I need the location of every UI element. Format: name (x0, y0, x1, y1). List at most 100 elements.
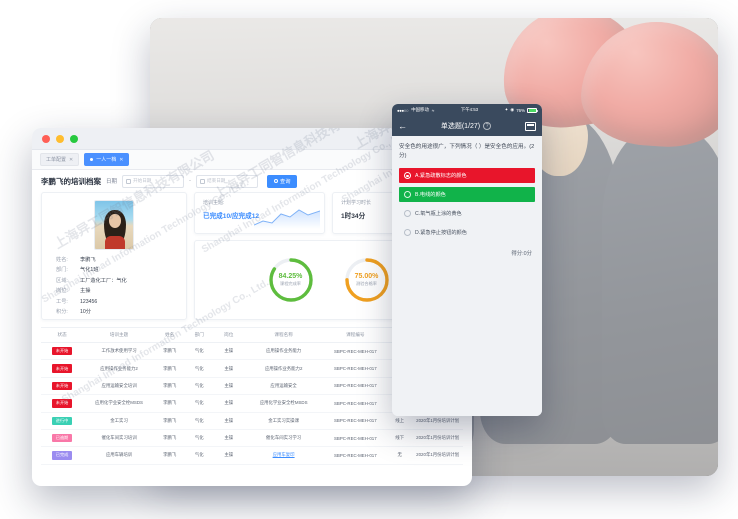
option-label: B.电线的颜色 (415, 192, 446, 199)
post-cell: 主操 (213, 359, 244, 378)
field-label: 区域: (56, 277, 68, 284)
post-cell: 主操 (213, 377, 244, 396)
page-title: 李鹏飞的培训档案 (41, 176, 101, 186)
post-cell: 主操 (213, 429, 244, 448)
option-d[interactable]: D.紧急停止按钮的颜色 (399, 225, 535, 240)
course-cell: 应用操作业务能力2 (243, 359, 324, 378)
course-code-cell: SBPC-REC-MEH-017 (323, 429, 387, 448)
sparkline-chart (254, 209, 320, 229)
table-row[interactable]: 已逾期 催化车间实习培训 李鹏飞 气化 主操 催化车间实习学习 SBPC-REC-MEH-0… (41, 429, 463, 448)
profile-field-name: 姓名: 李鹏飞 (56, 256, 186, 263)
profile-field-dept: 部门: 气化1班 (56, 266, 186, 273)
donut-label-group: 75.00% 测验合格率 (342, 255, 392, 305)
battery-icon (527, 107, 538, 113)
profile-info-list: 姓名: 李鹏飞 部门: 气化1班 区域: 工厂造化工厂：气化 岗位: (42, 250, 186, 318)
status-badge: 进行中 (51, 416, 73, 425)
topic-cell: 应用运输安全培训 (83, 377, 155, 396)
course-code-cell: SBPC-REC-MEH-017 (323, 359, 387, 378)
table-column-header: 岗位 (213, 328, 244, 343)
course-link[interactable]: 应用车复印 (272, 452, 295, 458)
avatar (94, 200, 134, 250)
name-cell: 李鹏飞 (154, 377, 185, 396)
topic-cell: 应用化学业安全栓MSDS (83, 394, 155, 413)
field-value: 工厂造化工厂：气化 (80, 277, 127, 284)
minimize-window-button[interactable] (56, 134, 64, 143)
tab-yiren-yidang[interactable]: 一人一档 ✕ (84, 153, 130, 166)
status-time: 下午4:53 (460, 107, 479, 112)
tab-close-icon[interactable]: ✕ (69, 156, 74, 163)
course-cell: 应用操作业务能力 (243, 342, 324, 361)
course-cell: 催化车间实习学习 (243, 429, 324, 448)
donut-ring (268, 258, 313, 302)
table-column-header: 课程编号 (323, 328, 387, 343)
field-value: 123456 (80, 298, 98, 305)
start-date-input[interactable]: 开始日期 (122, 174, 185, 188)
topic-cell: 工作放术使用学习 (83, 342, 155, 361)
table-column-header: 姓名 (154, 328, 185, 343)
tab-status-dot-icon (90, 158, 94, 161)
field-label: 部门: (56, 267, 68, 274)
mode-cell: 无 (386, 446, 413, 465)
table-row[interactable]: 已完成 应用车辆培训 李鹏飞 气化 主操 应用车复印 SBPC-REC-MEH-017 无 20… (41, 446, 463, 465)
course-code-cell: SBPC-REC-MEH-017 (323, 446, 387, 465)
back-icon[interactable]: ← (398, 120, 407, 131)
option-label: D.紧急停止按钮的颜色 (415, 230, 467, 237)
mobile-phone-window: ●●●○○ 中国移动 ≈ 下午4:53 ✦ ◉ 76% ← 单选题(1/27) … (392, 104, 542, 416)
card-value: 已完成10/应完成12 (203, 213, 260, 220)
radio-icon (404, 229, 411, 237)
phone-nav-bar: ← 单选题(1/27) ? (392, 116, 542, 136)
radio-icon (404, 191, 411, 199)
name-cell: 李鹏飞 (154, 412, 185, 430)
status-cell: 未开始 (41, 359, 84, 378)
battery-percent: 76% (516, 107, 525, 113)
table-row[interactable]: 进行中 金工实习 李鹏飞 气化 主操 金工实习实操课 SBPC-REC-MEH-017 线上 2… (41, 412, 463, 430)
status-badge: 已逾期 (51, 433, 73, 443)
status-cell: 已逾期 (41, 429, 84, 448)
name-cell: 李鹏飞 (154, 342, 185, 361)
tab-strip: 工单配置 ✕ 一人一档 ✕ (32, 150, 472, 170)
option-label: C.氧气瓶上涂的黄色 (415, 211, 462, 218)
post-cell: 主操 (213, 446, 244, 465)
option-a[interactable]: A.紧急疏散标志的颜色 (399, 168, 535, 184)
search-button-label: 查询 (280, 178, 291, 185)
status-cell: 未开始 (41, 342, 84, 361)
training-topic-card: 培训主题: 已完成10/应完成12 (194, 192, 325, 234)
option-label: A.紧急疏散标志的颜色 (415, 173, 467, 180)
avatar-body (105, 236, 125, 249)
topic-cell: 催化车间实习培训 (83, 429, 155, 448)
tab-gongdan-peizhi[interactable]: 工单配置 ✕ (40, 153, 80, 166)
plan-cell: 2020年1月份培训计划 (412, 446, 463, 465)
course-code-cell: SBPC-REC-MEH-017 (323, 394, 387, 413)
answer-card-icon[interactable] (525, 121, 536, 131)
end-date-input[interactable]: 结束日期 (196, 174, 259, 188)
close-window-button[interactable] (42, 134, 50, 143)
profile-card: 姓名: 李鹏飞 部门: 气化1班 区域: 工厂造化工厂：气化 岗位: (41, 192, 187, 320)
tab-label: 工单配置 (46, 157, 67, 163)
name-cell: 李鹏飞 (154, 394, 185, 413)
calendar-icon (200, 178, 206, 184)
donut-percent: 84.25% (278, 273, 303, 280)
tab-label: 一人一档 (96, 157, 117, 163)
avatar-face (109, 214, 121, 228)
topic-cell: 金工实习 (83, 412, 155, 430)
post-cell: 主操 (213, 394, 244, 413)
post-cell: 主操 (213, 412, 244, 430)
search-button[interactable]: 查询 (267, 174, 298, 188)
help-icon[interactable]: ? (483, 122, 492, 130)
donut-ring (344, 258, 389, 302)
maximize-window-button[interactable] (70, 134, 78, 143)
tab-close-icon[interactable]: ✕ (119, 156, 124, 163)
table-column-header: 状态 (41, 328, 84, 343)
field-value: 主操 (80, 288, 91, 295)
option-c[interactable]: C.氧气瓶上涂的黄色 (399, 206, 535, 221)
option-b[interactable]: B.电线的颜色 (399, 187, 535, 203)
donut-label-group: 84.25% 课程完成率 (266, 255, 316, 305)
donut-percent: 75.00% (354, 273, 379, 280)
course-cell: 金工实习实操课 (243, 412, 324, 430)
card-label: 计划学习时长 (341, 200, 372, 206)
date-range-separator: - (189, 178, 192, 184)
field-value: 气化1班 (80, 267, 99, 274)
phone-status-bar: ●●●○○ 中国移动 ≈ 下午4:53 ✦ ◉ 76% (392, 104, 542, 116)
status-badge: 已完成 (51, 451, 73, 460)
